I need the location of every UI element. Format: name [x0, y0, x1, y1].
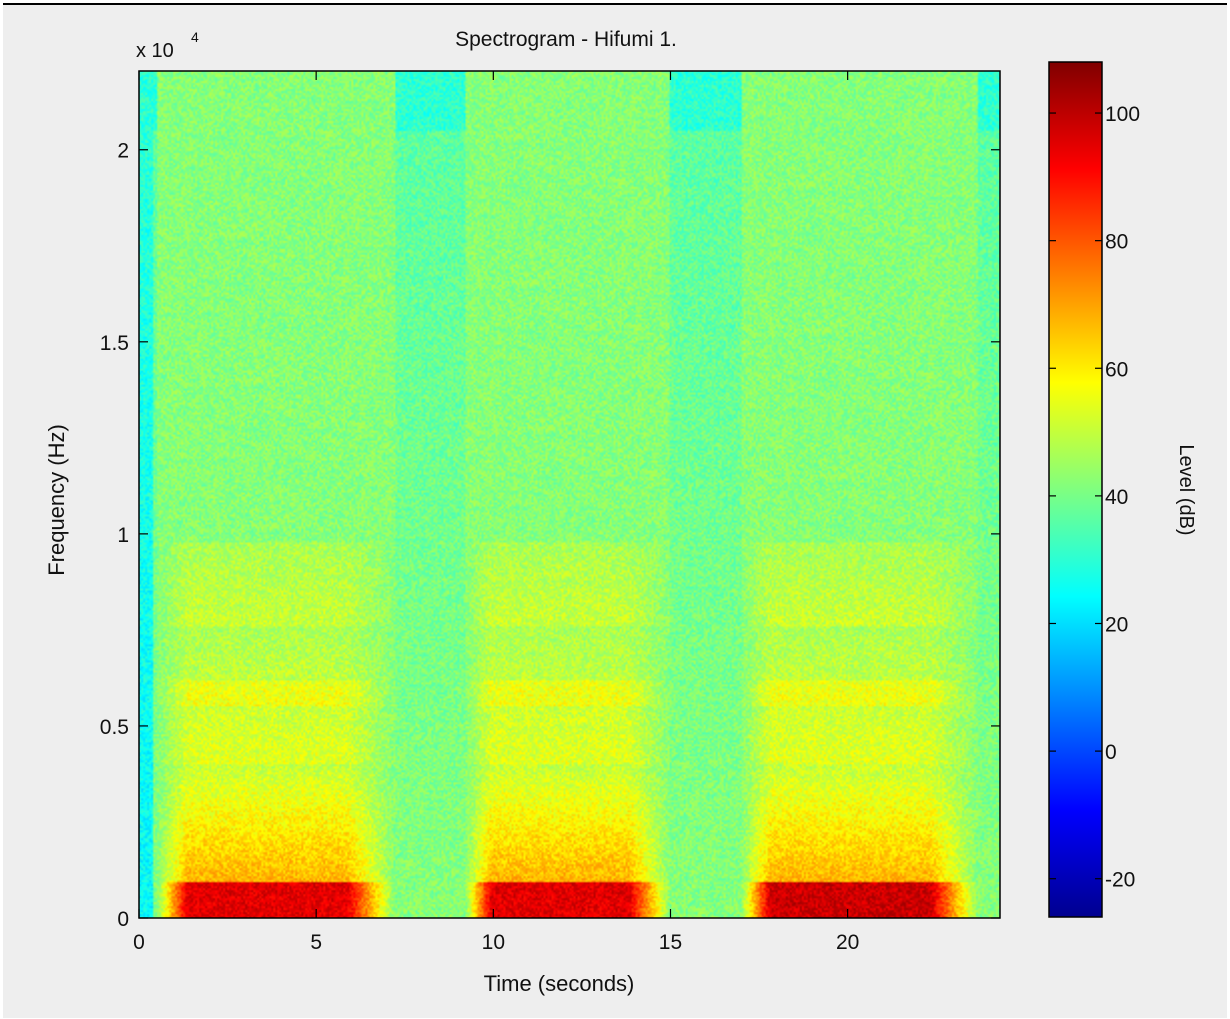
colorbar-label: Level (dB) — [1175, 444, 1197, 535]
colorbar-tick-label: 20 — [1105, 613, 1128, 636]
spectrogram-image — [139, 71, 1000, 918]
colorbar-tick-label: 100 — [1105, 103, 1140, 126]
y-tick-label: 0.5 — [100, 716, 129, 739]
x-tick-label: 10 — [482, 931, 505, 954]
y-tick-label: 2 — [117, 140, 129, 163]
colorbar-gradient — [1048, 61, 1103, 918]
x-tick-label: 5 — [310, 931, 322, 954]
y-multiplier-label: x 10 — [136, 40, 174, 62]
y-tick-label: 1 — [117, 524, 129, 547]
y-tick-label: 1.5 — [100, 332, 129, 355]
x-axis-label: Time (seconds) — [484, 971, 635, 996]
plot-frame — [138, 70, 1001, 919]
x-tick-label: 0 — [133, 931, 145, 954]
colorbar: 100 80 60 40 20 0 -20 — [1048, 61, 1140, 918]
spectrogram-plot-area — [138, 70, 1001, 919]
colorbar-ticks: 100 80 60 40 20 0 -20 — [1049, 103, 1140, 892]
y-axis-ticks: 0 0.5 1 1.5 2 — [100, 140, 1000, 931]
y-axis-label: Frequency (Hz) — [44, 424, 69, 576]
y-multiplier-exponent: 4 — [191, 29, 199, 45]
colorbar-tick-label: 0 — [1105, 741, 1117, 764]
y-tick-label: 0 — [117, 908, 129, 931]
chart-title: Spectrogram - Hifumi 1. — [455, 28, 677, 51]
x-tick-label: 20 — [836, 931, 859, 954]
x-axis-ticks: 0 5 10 15 20 — [133, 71, 859, 954]
colorbar-tick-label: 40 — [1105, 486, 1128, 509]
colorbar-tick-label: -20 — [1105, 869, 1135, 892]
x-tick-label: 15 — [659, 931, 682, 954]
colorbar-tick-label: 80 — [1105, 231, 1128, 254]
colorbar-tick-label: 60 — [1105, 358, 1128, 381]
